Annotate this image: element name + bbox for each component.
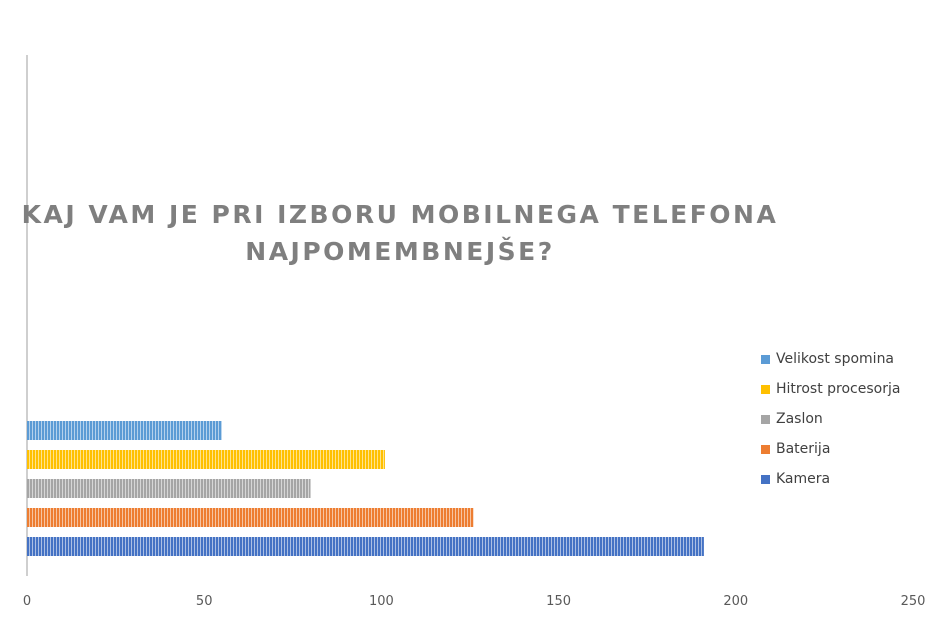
legend-swatch <box>761 474 770 484</box>
legend-swatch <box>761 384 770 394</box>
chart-title-line-2: NAJPOMEMBNEJŠE? <box>245 237 555 266</box>
legend-item: Velikost spomina <box>761 344 900 374</box>
x-tick-label: 50 <box>196 594 213 609</box>
legend-label: Zaslon <box>776 411 823 427</box>
bars-group <box>27 421 704 556</box>
legend-label: Velikost spomina <box>776 351 895 367</box>
legend: Velikost spomina Hitrost procesorja Zaslon… <box>761 344 900 494</box>
x-tick-label: 150 <box>546 594 571 609</box>
bar-baterija <box>27 508 474 527</box>
legend-swatch <box>761 354 770 364</box>
legend-label: Hitrost procesorja <box>776 381 901 397</box>
legend-item: Baterija <box>761 434 900 464</box>
x-tick-labels: 0 50 100 150 200 250 <box>23 594 926 609</box>
bar-hitrost-procesorja <box>27 450 385 469</box>
legend-item: Zaslon <box>761 404 900 434</box>
legend-item: Kamera <box>761 464 900 494</box>
x-tick-label: 200 <box>723 594 748 609</box>
chart-title-line-1: KAJ VAM JE PRI IZBORU MOBILNEGA TELEFONA <box>21 200 779 229</box>
x-tick-label: 250 <box>901 594 926 609</box>
chart-title: KAJ VAM JE PRI IZBORU MOBILNEGA TELEFONA… <box>20 196 780 270</box>
bar-velikost-spomina <box>27 421 222 440</box>
legend-swatch <box>761 414 770 424</box>
x-tick-label: 100 <box>369 594 394 609</box>
legend-swatch <box>761 444 770 454</box>
bar-zaslon <box>27 479 311 498</box>
legend-item: Hitrost procesorja <box>761 374 900 404</box>
legend-label: Baterija <box>776 441 831 457</box>
legend-label: Kamera <box>776 471 831 487</box>
x-tick-label: 0 <box>23 594 31 609</box>
bar-kamera <box>27 537 704 556</box>
